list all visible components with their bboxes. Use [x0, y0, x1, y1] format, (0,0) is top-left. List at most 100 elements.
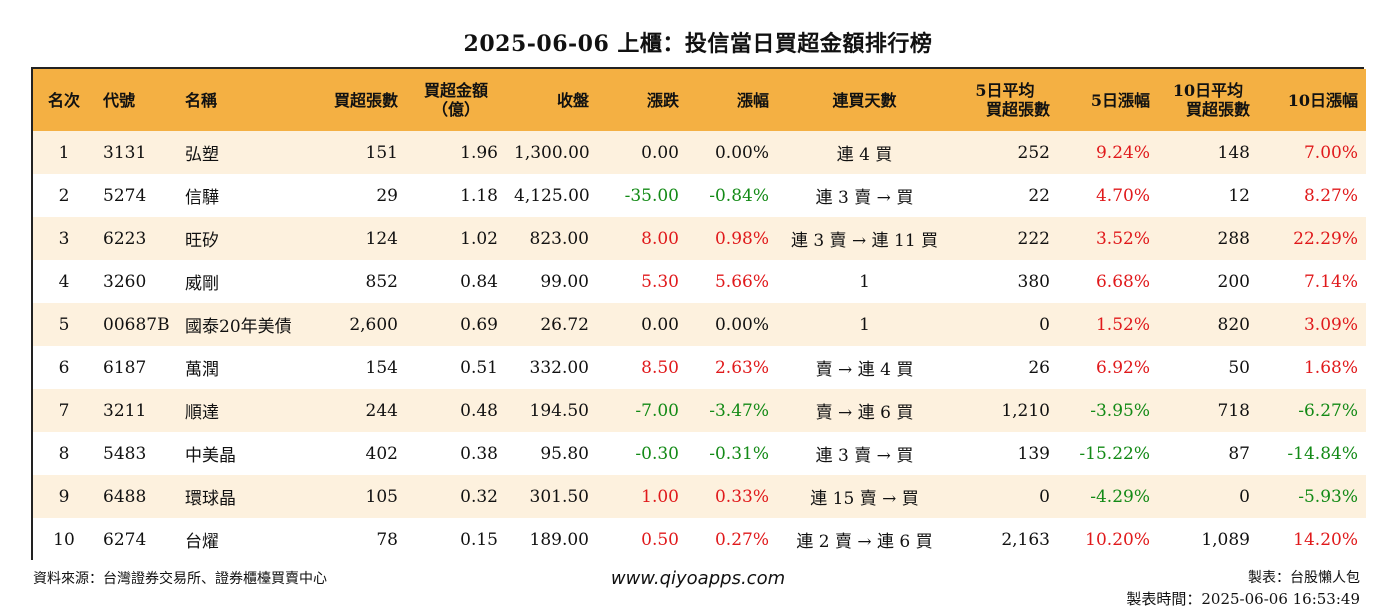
- cell-rank: 5: [58, 314, 70, 335]
- cell-rank: 3: [58, 228, 70, 249]
- cell-name: 信驊: [185, 188, 219, 208]
- cell-buy-shares: 852: [365, 271, 398, 292]
- cell-change-pct: 2.63%: [714, 357, 769, 378]
- cell-pct5: -15.22%: [1079, 443, 1150, 464]
- cell-name: 旺矽: [185, 231, 219, 251]
- cell-rank: 10: [53, 529, 75, 550]
- cell-avg10: 200: [1217, 271, 1250, 292]
- cell-close: 332.00: [529, 357, 589, 378]
- cell-streak: 1: [859, 314, 870, 335]
- cell-change: -0.30: [635, 443, 679, 464]
- table-row: 9 6488 環球晶 105 0.32 301.50 1.00 0.33% 連 15 賣 → 買…: [33, 475, 1366, 518]
- cell-buy-amount: 0.84: [460, 271, 498, 292]
- cell-code: 3211: [103, 400, 147, 421]
- cell-streak: 連 3 賣 → 買: [815, 446, 914, 466]
- cell-avg10: 1,089: [1201, 529, 1250, 550]
- cell-streak: 連 3 賣 → 連 11 買: [790, 231, 939, 251]
- table-row: 1 3131 弘塑 151 1.96 1,300.00 0.00 0.00% 連 4 買 252 9…: [33, 131, 1366, 174]
- cell-streak: 賣 → 連 6 買: [815, 403, 914, 423]
- header-avg10-line1: 10日平均: [1172, 81, 1244, 100]
- header-pct10: 10日漲幅: [1287, 90, 1358, 110]
- cell-change: -7.00: [635, 400, 679, 421]
- table-body: 1 3131 弘塑 151 1.96 1,300.00 0.00 0.00% 連 4 買 252 9…: [33, 131, 1366, 561]
- cell-avg10: 50: [1228, 357, 1250, 378]
- cell-buy-amount: 0.69: [460, 314, 498, 335]
- cell-streak: 連 4 買: [836, 145, 893, 165]
- cell-streak: 1: [859, 271, 870, 292]
- cell-name: 威剛: [185, 274, 219, 294]
- cell-avg10: 0: [1239, 486, 1250, 507]
- cell-code: 5274: [103, 185, 147, 206]
- table-row: 10 6274 台燿 78 0.15 189.00 0.50 0.27% 連 2 賣 → 連 6…: [33, 518, 1366, 561]
- website-url: www.qiyoapps.com: [610, 568, 786, 589]
- cell-change-pct: 0.27%: [714, 529, 769, 550]
- cell-rank: 4: [58, 271, 70, 292]
- cell-buy-shares: 124: [365, 228, 398, 249]
- header-avg5: 5日平均 買超張數: [952, 69, 1058, 131]
- cell-avg10: 820: [1217, 314, 1250, 335]
- cell-close: 301.50: [529, 486, 589, 507]
- cell-change: 1.00: [641, 486, 679, 507]
- page-title: 2025-06-06 上櫃：投信當日買超金額排行榜: [463, 31, 933, 57]
- cell-avg5: 222: [1017, 228, 1050, 249]
- cell-name: 國泰20年美債: [185, 317, 292, 337]
- cell-code: 6488: [103, 486, 147, 507]
- cell-close: 189.00: [529, 529, 589, 550]
- cell-avg5: 380: [1017, 271, 1050, 292]
- cell-streak: 連 3 賣 → 買: [815, 188, 914, 208]
- cell-avg10: 12: [1228, 185, 1250, 206]
- cell-buy-shares: 244: [365, 400, 398, 421]
- cell-buy-amount: 0.32: [460, 486, 498, 507]
- cell-pct5: 4.70%: [1095, 185, 1150, 206]
- cell-buy-amount: 1.96: [460, 142, 498, 163]
- cell-name: 弘塑: [185, 145, 219, 165]
- header-avg5-line2: 買超張數: [985, 100, 1050, 119]
- cell-avg5: 26: [1028, 357, 1050, 378]
- header-avg10: 10日平均 買超張數: [1158, 69, 1258, 131]
- cell-rank: 8: [58, 443, 70, 464]
- cell-pct5: 9.24%: [1095, 142, 1150, 163]
- cell-pct10: -14.84%: [1287, 443, 1358, 464]
- generated-time: 製表時間：2025-06-06 16:53:49: [1126, 590, 1360, 608]
- cell-pct5: 1.52%: [1095, 314, 1150, 335]
- cell-change-pct: 5.66%: [714, 271, 769, 292]
- cell-change: -35.00: [624, 185, 679, 206]
- maker-credit: 製表：台股懶人包: [1248, 570, 1360, 586]
- cell-pct10: 8.27%: [1303, 185, 1358, 206]
- cell-avg10: 87: [1228, 443, 1250, 464]
- cell-avg10: 148: [1217, 142, 1250, 163]
- cell-change: 8.00: [641, 228, 679, 249]
- cell-avg5: 252: [1017, 142, 1050, 163]
- header-rank: 名次: [47, 90, 80, 110]
- header-close: 收盤: [556, 90, 589, 110]
- cell-code: 3260: [103, 271, 147, 292]
- cell-close: 823.00: [529, 228, 589, 249]
- cell-avg5: 0: [1039, 314, 1050, 335]
- cell-change-pct: 0.98%: [714, 228, 769, 249]
- cell-close: 26.72: [540, 314, 589, 335]
- cell-code: 00687B: [103, 314, 170, 335]
- cell-change-pct: -3.47%: [709, 400, 769, 421]
- cell-rank: 6: [58, 357, 70, 378]
- cell-change: 0.00: [641, 142, 679, 163]
- cell-name: 台燿: [185, 532, 219, 552]
- cell-streak: 賣 → 連 4 買: [815, 360, 914, 380]
- cell-pct10: 7.00%: [1303, 142, 1358, 163]
- cell-change-pct: 0.00%: [714, 142, 769, 163]
- header-buy-amount-line2: （億）: [431, 100, 480, 119]
- cell-change: 0.50: [641, 529, 679, 550]
- cell-pct10: 3.09%: [1303, 314, 1358, 335]
- cell-rank: 9: [58, 486, 70, 507]
- data-source: 資料來源：台灣證券交易所、證券櫃檯買賣中心: [33, 571, 327, 587]
- cell-avg5: 139: [1017, 443, 1050, 464]
- cell-change-pct: 0.33%: [714, 486, 769, 507]
- cell-buy-shares: 402: [365, 443, 398, 464]
- cell-name: 環球晶: [185, 489, 236, 509]
- header-change-pct: 漲幅: [736, 90, 769, 110]
- cell-pct5: 10.20%: [1085, 529, 1150, 550]
- cell-pct10: 22.29%: [1293, 228, 1358, 249]
- cell-avg5: 0: [1039, 486, 1050, 507]
- ranking-table: 名次 代號 名稱 買超張數 買超金額 （億） 收盤 漲跌 漲幅 連買天數 5日平…: [31, 67, 1366, 561]
- cell-name: 順達: [185, 403, 219, 423]
- cell-code: 6274: [103, 529, 147, 550]
